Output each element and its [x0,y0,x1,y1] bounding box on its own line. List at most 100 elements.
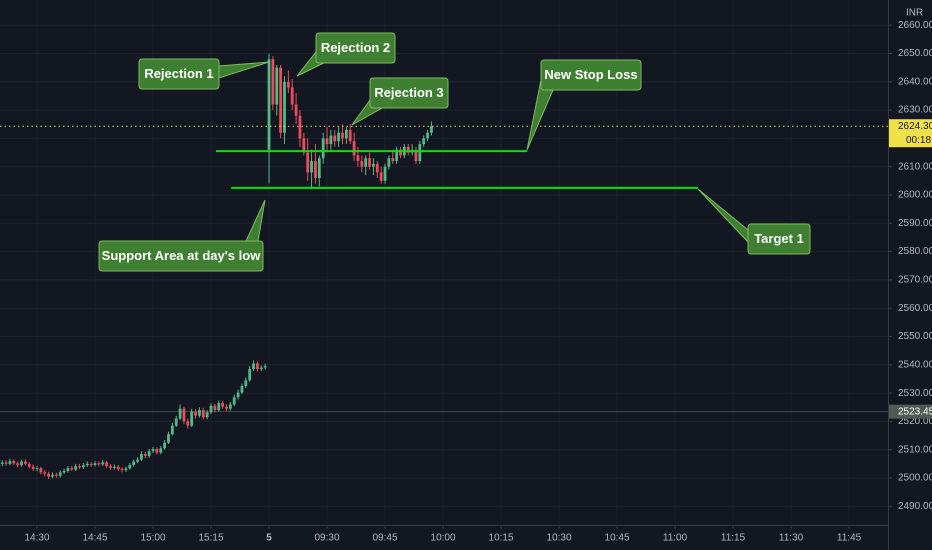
candle-body [298,115,302,139]
candle-body [120,468,124,471]
candle-body [101,462,105,465]
candle-body [259,367,263,370]
y-tick-label: 2540.00 [898,359,932,370]
candle-body [225,406,228,409]
candle-body [190,411,194,426]
x-tick-label: 10:00 [431,533,456,544]
candle-body [348,129,352,142]
annotation-text: Target 1 [754,231,804,246]
candle-body [422,138,426,145]
candle-body [364,158,368,167]
candle-body [39,468,43,473]
candle-body [317,158,321,179]
candle-body [279,67,283,133]
candle-body [372,163,375,167]
candle-body [399,149,402,156]
candle-body [302,138,306,153]
candle-body [286,81,290,88]
candle-body [178,408,182,419]
candle-body [167,434,170,443]
x-tick-label: 5 [266,533,272,544]
candle-body [155,449,159,453]
candle-body [105,462,109,467]
last-price-tag [889,119,932,148]
candle-body [213,405,217,411]
y-tick-label: 2600.00 [898,190,932,201]
annotation: Rejection 1 [138,58,270,90]
candle-body [271,59,275,105]
candle-body [341,132,344,139]
candle-body [232,397,236,405]
candle-body [430,126,433,133]
candle-body [43,472,47,474]
candle-body [263,366,267,368]
candle-body [236,392,240,398]
annotations: Rejection 1 Rejection 2 Rejection 3 New Sto… [98,32,811,272]
candle-body [47,473,51,477]
candle-body [116,466,120,469]
candle-body [186,421,190,426]
x-tick-label: 11:00 [663,533,688,544]
candle-body [78,466,81,468]
candle-body [112,466,116,468]
x-tick-label: 15:15 [199,533,224,544]
candle-body [27,463,31,467]
candle-body [252,363,255,370]
annotation-box [98,240,264,272]
last-price-label: 2624.30 [898,121,932,132]
candle-body [383,166,387,181]
axes: 2490.00 2500.00 2510.00 2520.00 2530.00 2540.… [24,20,932,544]
candle-body [31,466,35,469]
candle-body [35,468,39,470]
candle-body [325,138,329,145]
candle-body [109,466,112,468]
y-tick-label: 2510.00 [898,444,932,455]
candle-body [151,449,155,452]
y-tick-label: 2640.00 [898,76,932,87]
candle-body [256,363,259,370]
plot [0,53,888,480]
annotation-text: New Stop Loss [544,67,637,82]
candle-body [267,59,271,150]
candle-body [205,412,209,418]
candle-body [228,404,232,409]
annotation-text: Rejection 1 [144,66,213,81]
x-tick-label: 14:45 [82,533,107,544]
candle-body [97,463,101,465]
candle-body [391,158,395,162]
candle-body [248,369,252,381]
annotation: Target 1 [697,188,811,255]
y-tick-label: 2560.00 [898,303,932,314]
x-tick-label: 10:45 [605,533,630,544]
candle-body [89,463,93,465]
candle-body [333,135,337,142]
candle-body [375,163,379,173]
y-tick-label: 2610.00 [898,161,932,172]
candle-body [337,132,341,142]
annotation: Rejection 3 [351,77,449,126]
annotation: Rejection 2 [296,32,396,77]
candle-body [174,418,178,426]
candle-body [66,468,70,471]
x-tick-label: 11:45 [837,533,862,544]
candle-body [140,453,143,460]
candle-body [387,158,391,167]
x-tick-label: 09:30 [315,533,340,544]
candle-body [51,474,54,477]
candle-body [170,425,174,435]
candle-body [360,161,364,167]
candle-body [209,405,213,413]
x-tick-label: 10:15 [489,533,514,544]
y-tick-label: 2580.00 [898,246,932,257]
countdown-label: 00:18 [906,135,931,146]
candle-body [182,408,186,422]
candle-body [306,152,310,173]
candle-body [74,466,78,470]
candle-body [147,451,151,456]
y-tick-label: 2630.00 [898,105,932,116]
candle-body [82,465,85,468]
annotation-box [369,77,449,109]
candle-body [217,403,221,411]
candle-body [314,161,317,179]
